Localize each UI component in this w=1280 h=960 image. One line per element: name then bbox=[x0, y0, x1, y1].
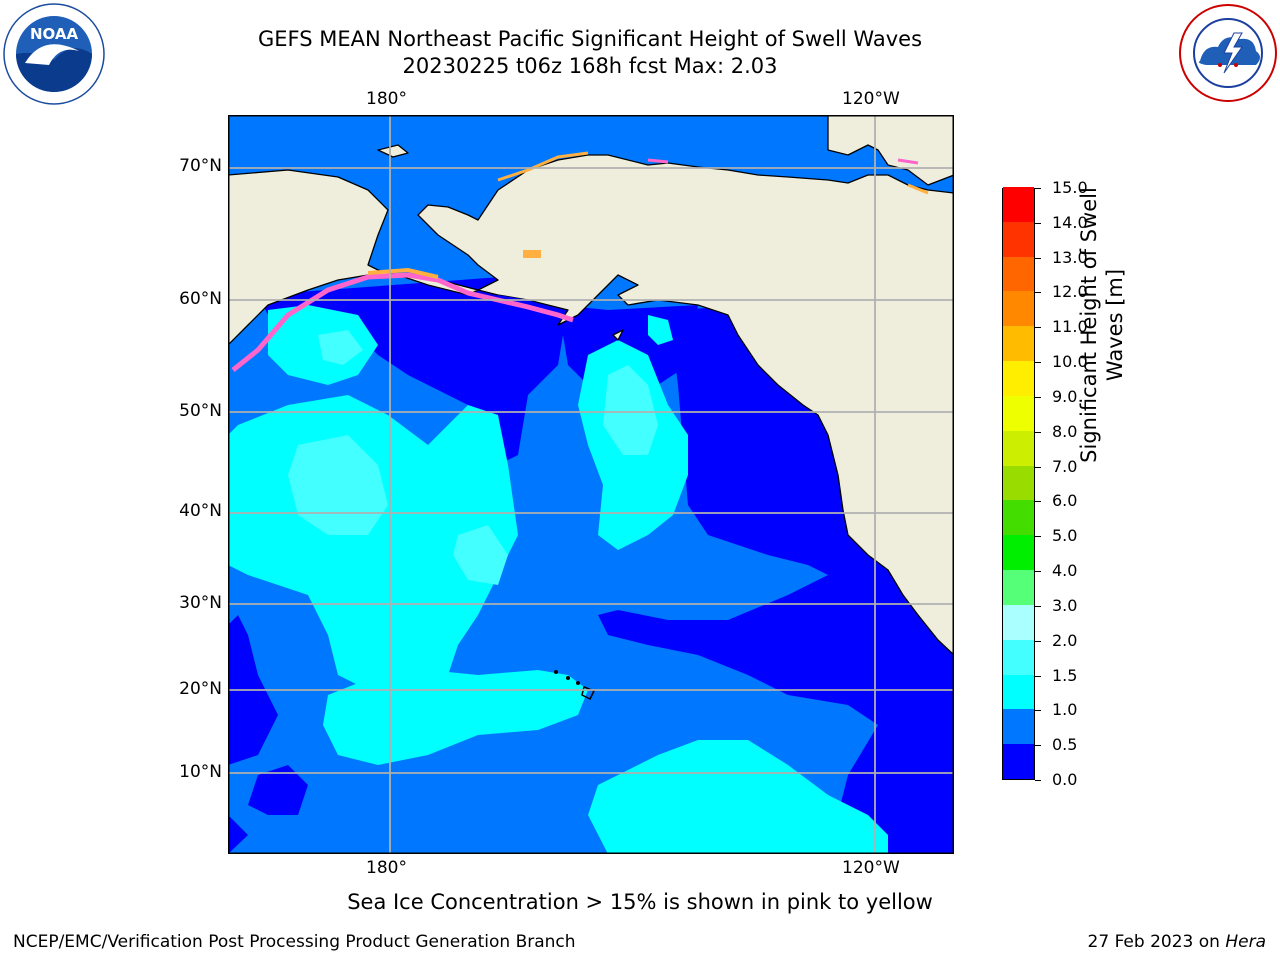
swell-height-map bbox=[228, 115, 954, 854]
colorbar-segment bbox=[1003, 256, 1034, 292]
colorbar-tick-label: 9.0 bbox=[1052, 386, 1078, 406]
colorbar-tick-label: 15.0 bbox=[1052, 178, 1088, 197]
colorbar-tick-label: 2.0 bbox=[1052, 630, 1078, 650]
colorbar-tick-label: 1.5 bbox=[1052, 665, 1078, 685]
colorbar-tick-label: 4.0 bbox=[1052, 561, 1078, 581]
colorbar-tick-mark bbox=[1035, 571, 1041, 573]
chart-subtitle: 20230225 t06z 168h fcst Max: 2.03 bbox=[402, 54, 778, 78]
colorbar bbox=[1002, 186, 1035, 780]
colorbar-tick-label: 8.0 bbox=[1052, 421, 1078, 441]
colorbar-tick-label: 3.0 bbox=[1052, 595, 1078, 615]
lon-label-bottom-120w: 120°W bbox=[842, 858, 900, 878]
colorbar-tick-mark bbox=[1035, 188, 1041, 189]
sea-ice-edge bbox=[231, 151, 929, 372]
nws-logo bbox=[1179, 4, 1277, 102]
colorbar-tick-mark bbox=[1035, 222, 1041, 224]
colorbar-tick-mark bbox=[1035, 327, 1041, 329]
colorbar-segment bbox=[1003, 604, 1034, 640]
sea-ice-note: Sea Ice Concentration > 15% is shown in … bbox=[347, 890, 933, 914]
map-frame bbox=[228, 115, 954, 854]
colorbar-segment bbox=[1003, 639, 1034, 675]
lat-label-10n: 10°N bbox=[179, 762, 222, 782]
colorbar-tick-label: 5.0 bbox=[1052, 526, 1078, 546]
colorbar-tick-label: 10.0 bbox=[1052, 352, 1088, 372]
lat-label-70n: 70°N bbox=[179, 156, 222, 176]
colorbar-segment bbox=[1003, 430, 1034, 466]
colorbar-segment bbox=[1003, 499, 1034, 536]
colorbar-segment bbox=[1003, 534, 1034, 571]
lat-label-50n: 50°N bbox=[179, 401, 222, 421]
footer-branch: NCEP/EMC/Verification Post Processing Pr… bbox=[13, 932, 576, 952]
colorbar-label: Significant Height of Swell Waves [m] bbox=[1077, 187, 1127, 463]
lat-label-60n: 60°N bbox=[179, 289, 222, 309]
lon-label-top-120w: 120°W bbox=[842, 89, 900, 109]
colorbar-tick-mark bbox=[1035, 431, 1041, 433]
colorbar-segment bbox=[1003, 395, 1034, 431]
colorbar-tick-mark bbox=[1035, 466, 1041, 468]
colorbar-tick-label: 12.0 bbox=[1052, 282, 1088, 302]
colorbar-tick-label: 0.0 bbox=[1052, 770, 1078, 789]
colorbar-tick-label: 13.0 bbox=[1052, 247, 1088, 267]
colorbar-tick-mark bbox=[1035, 745, 1041, 747]
colorbar-segment bbox=[1003, 221, 1034, 257]
footer-date-text: 27 Feb 2023 on bbox=[1087, 932, 1226, 952]
colorbar-tick-label: 11.0 bbox=[1052, 317, 1088, 337]
colorbar-segment bbox=[1003, 465, 1034, 501]
noaa-logo: NOAA bbox=[3, 3, 105, 105]
colorbar-segment bbox=[1003, 186, 1034, 222]
colorbar-segment bbox=[1003, 674, 1034, 710]
colorbar-segment bbox=[1003, 360, 1034, 396]
noaa-logo-text: NOAA bbox=[30, 25, 79, 43]
colorbar-segment bbox=[1003, 569, 1034, 605]
lon-label-bottom-180: 180° bbox=[366, 858, 407, 878]
colorbar-tick-mark bbox=[1035, 536, 1041, 538]
colorbar-tick-label: 1.0 bbox=[1052, 700, 1078, 720]
colorbar-tick-mark bbox=[1035, 501, 1041, 503]
colorbar-tick-mark bbox=[1035, 292, 1041, 294]
colorbar-tick-label: 14.0 bbox=[1052, 212, 1088, 232]
colorbar-tick-label: 0.5 bbox=[1052, 735, 1078, 755]
colorbar-tick-label: 6.0 bbox=[1052, 491, 1078, 511]
colorbar-tick-label: 7.0 bbox=[1052, 456, 1078, 476]
lat-label-30n: 30°N bbox=[179, 593, 222, 613]
colorbar-segment bbox=[1003, 325, 1034, 362]
chart-title: GEFS MEAN Northeast Pacific Significant … bbox=[257, 27, 923, 51]
lon-label-top-180: 180° bbox=[366, 89, 407, 109]
colorbar-segment bbox=[1003, 743, 1034, 779]
colorbar-tick-mark bbox=[1035, 710, 1041, 712]
colorbar-tick-mark bbox=[1035, 257, 1041, 259]
swell-1.5-2.0-regions bbox=[288, 330, 658, 585]
colorbar-tick-mark bbox=[1035, 362, 1041, 364]
colorbar-tick-mark bbox=[1035, 396, 1041, 398]
graticule bbox=[228, 115, 954, 854]
colorbar-tick-mark bbox=[1035, 640, 1041, 642]
colorbar-tick-mark bbox=[1035, 780, 1041, 781]
colorbar-tick-mark bbox=[1035, 605, 1041, 607]
lat-label-40n: 40°N bbox=[179, 501, 222, 521]
land-masses bbox=[228, 115, 954, 656]
footer-date: 27 Feb 2023 on Hera bbox=[1088, 932, 1266, 952]
colorbar-segment bbox=[1003, 708, 1034, 745]
lat-label-20n: 20°N bbox=[179, 679, 222, 699]
colorbar-segment bbox=[1003, 290, 1034, 327]
colorbar-tick-mark bbox=[1035, 675, 1041, 677]
footer-host: Hera bbox=[1225, 932, 1266, 952]
